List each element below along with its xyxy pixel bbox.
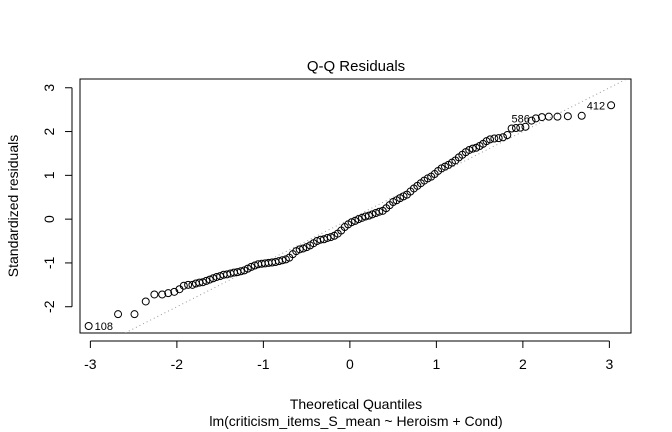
data-point — [486, 135, 495, 144]
y-axis: -2 -1 0 1 2 3 — [41, 84, 73, 313]
data-point — [494, 134, 503, 143]
data-point — [364, 211, 373, 220]
x-tick-label: 2 — [519, 356, 527, 372]
x-axis: -3 -2 -1 0 1 2 3 — [84, 340, 613, 372]
data-point — [361, 212, 370, 221]
point-labels: 108 586 412 — [95, 100, 605, 333]
plot-frame — [79, 78, 632, 334]
data-point — [247, 262, 256, 271]
data-point — [371, 209, 380, 218]
x-tick-label: 1 — [432, 356, 440, 372]
x-tick-label: -3 — [84, 356, 97, 372]
data-point — [354, 215, 363, 224]
data-point — [326, 233, 335, 242]
data-point — [164, 289, 173, 298]
data-point — [212, 272, 221, 281]
x-tick-label: -1 — [257, 356, 270, 372]
y-tick-label: 0 — [41, 215, 57, 223]
data-point — [84, 321, 93, 330]
data-point — [198, 278, 207, 287]
data-point — [188, 280, 197, 289]
x-tick-label: 0 — [346, 356, 354, 372]
x-tick-label: 3 — [605, 356, 613, 372]
data-point — [577, 111, 586, 120]
data-point — [184, 280, 193, 289]
y-axis-label: Standardized residuals — [5, 135, 21, 277]
data-point — [468, 144, 477, 153]
data-point — [141, 297, 150, 306]
data-point — [553, 112, 562, 121]
data-point — [236, 267, 245, 276]
x-axis-label: Theoretical Quantiles — [290, 396, 422, 412]
data-point — [607, 101, 616, 110]
point-label-412: 412 — [587, 100, 605, 112]
data-point — [507, 124, 516, 133]
data-point — [319, 235, 328, 244]
data-point — [205, 275, 214, 284]
data-point — [544, 112, 553, 121]
data-point — [465, 145, 474, 154]
data-point — [170, 287, 179, 296]
data-point — [511, 124, 520, 133]
y-tick-label: 3 — [41, 84, 57, 92]
data-point — [150, 290, 159, 299]
data-point — [209, 274, 218, 283]
data-point — [130, 310, 139, 319]
data-point — [202, 276, 211, 285]
model-formula-label: lm(criticism_items_S_mean ~ Heroism + Co… — [209, 413, 502, 429]
data-points — [84, 101, 616, 330]
chart-title: Q-Q Residuals — [307, 58, 405, 75]
data-point — [323, 233, 332, 242]
data-point — [490, 134, 499, 143]
data-point — [498, 133, 507, 142]
y-tick-label: -2 — [41, 300, 57, 313]
x-tick-label: -2 — [171, 356, 184, 372]
y-tick-label: 2 — [41, 127, 57, 135]
data-point — [521, 122, 530, 131]
data-point — [563, 112, 572, 121]
reference-line — [123, 79, 628, 333]
data-point — [158, 290, 167, 299]
y-tick-label: 1 — [41, 171, 57, 179]
data-point — [527, 116, 536, 125]
data-point — [278, 256, 287, 265]
point-label-586: 586 — [511, 113, 529, 125]
point-label-108: 108 — [95, 321, 113, 333]
data-point — [299, 244, 308, 253]
data-point — [516, 123, 525, 132]
data-point — [375, 207, 384, 216]
data-point — [531, 114, 540, 123]
data-point — [347, 218, 356, 227]
data-point — [503, 131, 512, 140]
data-point — [114, 310, 123, 319]
data-point — [179, 281, 188, 290]
data-point — [295, 245, 304, 254]
y-tick-label: -1 — [41, 256, 57, 269]
data-point — [368, 210, 377, 219]
data-point — [357, 213, 366, 222]
